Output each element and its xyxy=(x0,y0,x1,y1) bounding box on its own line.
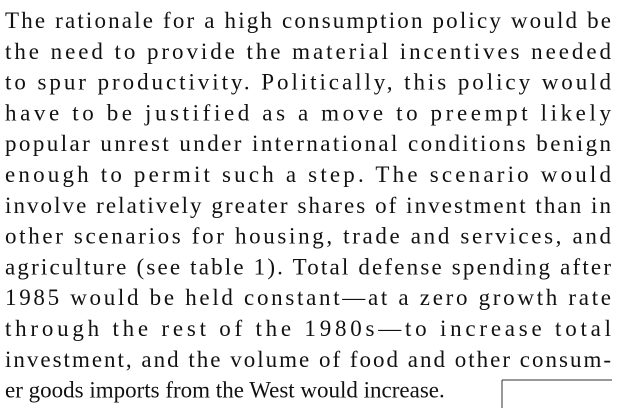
box-corner xyxy=(501,379,612,408)
text-line: enough to permit such a step. The scenar… xyxy=(5,162,612,187)
text-line: The rationale for a high consumption pol… xyxy=(5,8,611,33)
text-line: involve relatively greater shares of inv… xyxy=(5,193,612,218)
text-line: popular unrest under international condi… xyxy=(5,131,612,156)
text-line: other scenarios for housing, trade and s… xyxy=(5,224,611,249)
text-line: agriculture (see table 1). Total defense… xyxy=(5,254,611,279)
text-line: 1985 would be held constant—at a zero gr… xyxy=(5,285,611,310)
text-line: er goods imports from the West would inc… xyxy=(5,378,445,403)
text-line: through the rest of the 1980s—to increas… xyxy=(5,316,611,341)
text-line: investment, and the volume of food and o… xyxy=(5,347,611,372)
text-line: the need to provide the material incenti… xyxy=(5,39,612,64)
